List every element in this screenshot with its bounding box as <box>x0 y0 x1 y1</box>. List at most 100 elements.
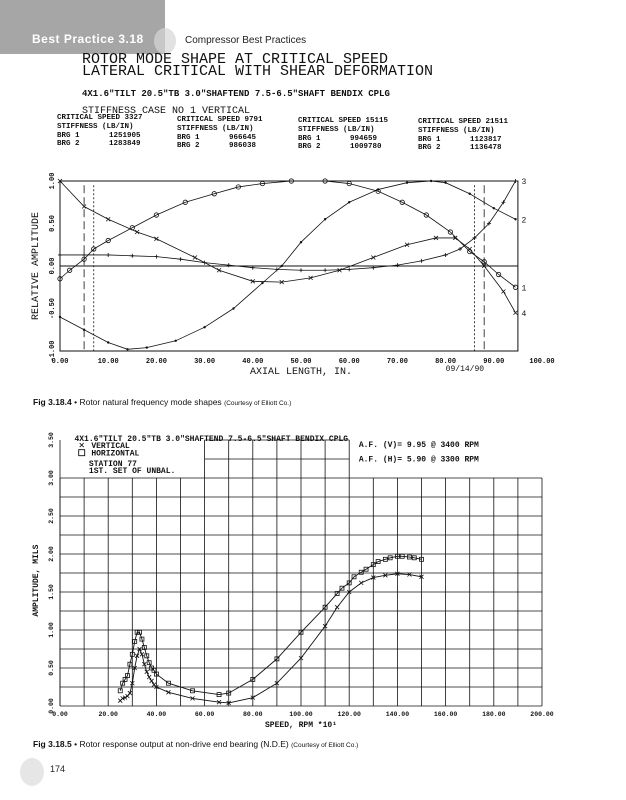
square-marker <box>411 555 417 561</box>
circle-marker <box>399 199 405 205</box>
x-tick-label: 40.00 <box>242 358 263 366</box>
fig2-caption-credit: (Courtesy of Elliott Co.) <box>291 742 359 749</box>
x-tick-label: 10.00 <box>98 358 119 366</box>
dot-marker <box>107 341 110 344</box>
x-marker <box>250 695 256 700</box>
dot-marker <box>299 241 303 244</box>
x-tick-label: 80.00 <box>435 358 456 366</box>
x-marker <box>481 263 487 269</box>
x-marker <box>404 242 410 248</box>
response-line <box>119 573 422 704</box>
plus-marker <box>501 200 506 205</box>
circle-marker <box>81 256 87 262</box>
plus-marker <box>58 252 62 257</box>
square-marker <box>137 629 142 635</box>
dot-marker <box>145 346 148 349</box>
dot-marker <box>58 315 62 319</box>
critical-speed-column: CRITICAL SPEED 21511 STIFFNESS (LB/IN) B… <box>418 118 508 153</box>
y-axis-label: RELATIVE AMPLITUDE <box>31 212 42 320</box>
circle-marker <box>322 178 328 184</box>
x-marker <box>452 235 458 241</box>
fig1-caption: Fig 3.18.4 • Rotor natural frequency mod… <box>33 397 292 407</box>
plus-marker <box>274 267 279 272</box>
x-marker <box>125 693 130 699</box>
square-marker <box>139 636 145 642</box>
x-marker <box>139 652 145 657</box>
fig2-caption-number: Fig 3.18.5 <box>33 739 72 749</box>
circle-marker <box>182 199 188 205</box>
x-tick-label: 50.00 <box>290 358 311 366</box>
x-marker <box>81 204 87 209</box>
square-marker <box>394 553 400 559</box>
x-tick-label: 60.00 <box>195 711 215 718</box>
dot-marker <box>261 281 264 285</box>
chart-date: 09/14/90 <box>446 365 485 374</box>
plus-marker <box>178 257 183 262</box>
legend-horizontal: HORIZONTAL <box>91 450 139 459</box>
circle-marker <box>496 271 502 278</box>
x-marker <box>334 604 340 610</box>
plus-marker <box>371 265 376 270</box>
dot-marker <box>468 192 471 195</box>
critical-speed: CRITICAL SPEED 3327 <box>57 114 143 122</box>
section-label: Best Practice 3.18 <box>32 32 144 46</box>
fig1-caption-number: Fig 3.18.4 <box>33 397 72 407</box>
circle-marker <box>67 267 73 273</box>
x-marker <box>190 696 195 701</box>
square-marker <box>363 566 369 572</box>
y-tick-label: -0.50 <box>49 298 57 319</box>
bearing1-stiffness: 1123817 <box>470 135 502 144</box>
bearing1-label: BRG 1 <box>177 133 200 142</box>
x-marker <box>144 669 150 675</box>
x-tick-label: 30.00 <box>194 358 215 366</box>
fig2-caption-text: Rotor response output at non-drive end b… <box>79 739 289 749</box>
circle-marker <box>259 180 266 187</box>
circle-marker <box>481 259 487 265</box>
x-tick-label: 70.00 <box>387 358 408 366</box>
x-marker <box>149 678 154 684</box>
square-marker <box>375 559 381 565</box>
bearing2-label: BRG 2 <box>298 143 321 152</box>
fig1-caption-credit: (Courtesy of Elliott Co.) <box>224 400 292 407</box>
square-marker <box>250 676 256 682</box>
square-marker <box>117 688 123 694</box>
plus-marker <box>472 235 477 240</box>
plus-marker <box>106 252 111 257</box>
x-marker <box>216 267 222 273</box>
amplification-factor-horizontal: A.F. (H)= 5.90 @ 3300 RPM <box>359 456 479 465</box>
critical-speed-column: CRITICAL SPEED 3327 STIFFNESS (LB/IN) BR… <box>57 114 143 149</box>
plus-marker <box>82 252 87 257</box>
x-marker <box>250 279 256 284</box>
circle-marker <box>512 284 519 290</box>
square-marker <box>129 651 135 657</box>
square-marker <box>146 660 152 666</box>
page-number: 174 <box>50 764 66 774</box>
y-tick-label: 0.50 <box>49 215 57 232</box>
y-tick-label: 1.50 <box>48 584 55 600</box>
station-label: STATION 77 <box>89 460 137 469</box>
circle-marker <box>423 212 429 218</box>
x-tick-label: 120.00 <box>337 711 361 718</box>
x-tick-label: 100.00 <box>529 358 554 366</box>
dot-marker <box>376 188 380 191</box>
plus-marker <box>299 268 303 273</box>
rotor-response-chart: 0.00 20.00 40.00 60.00 80.00 100.00 120.00 140.… <box>32 432 554 730</box>
square-marker <box>132 638 138 644</box>
x-tick-label: 20.00 <box>146 358 167 366</box>
x-marker <box>358 580 364 586</box>
bearing1-label: BRG 1 <box>57 131 80 140</box>
x-marker <box>371 255 376 260</box>
y-tick-label: 3.00 <box>48 470 55 486</box>
fig1-caption-text: Rotor natural frequency mode shapes <box>79 397 222 407</box>
x-tick-label: 160.00 <box>434 711 458 718</box>
square-marker <box>120 680 126 686</box>
x-tick-label: 90.00 <box>483 358 504 366</box>
square-marker <box>122 676 128 682</box>
bearing2-stiffness: 1283849 <box>109 140 141 149</box>
dot-marker <box>232 307 235 310</box>
x-marker <box>154 236 159 242</box>
circle-marker <box>288 178 294 184</box>
x-marker <box>371 575 376 580</box>
fig2-caption: Fig 3.18.5 • Rotor response output at no… <box>33 739 359 749</box>
y-tick-label: 0.00 <box>49 258 57 275</box>
